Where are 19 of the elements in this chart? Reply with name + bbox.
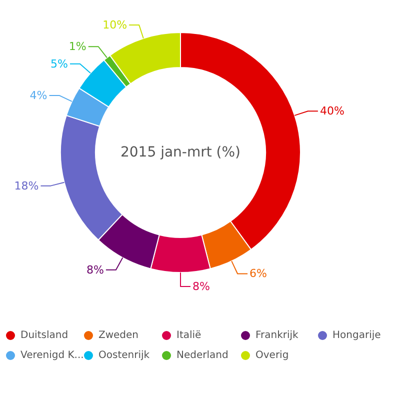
data-label: 1% [68, 40, 86, 54]
data-label: 40% [320, 104, 344, 118]
data-label: 8% [192, 280, 210, 293]
text: 2015 jan-mrt (%) [120, 144, 241, 160]
data-label: 18% [14, 179, 39, 192]
data-label: 5% [50, 57, 68, 70]
data-label: 10% [102, 18, 128, 32]
legend-label: Nederland [176, 350, 228, 361]
legend-label: Duitsland [20, 330, 68, 341]
data-label: 6% [250, 267, 268, 280]
legend-label: Zweden [98, 330, 139, 341]
legend-label: Hongarije [332, 330, 381, 341]
data-label: 4% [30, 88, 48, 102]
legend-label: Oostenrijk [98, 350, 150, 361]
legend-label: Frankrijk [256, 330, 299, 341]
data-label: 8% [86, 263, 104, 276]
legend-label: Italië [176, 330, 202, 341]
legend-label: Overig [256, 350, 289, 361]
legend-label: Verenigd K... [20, 350, 84, 361]
